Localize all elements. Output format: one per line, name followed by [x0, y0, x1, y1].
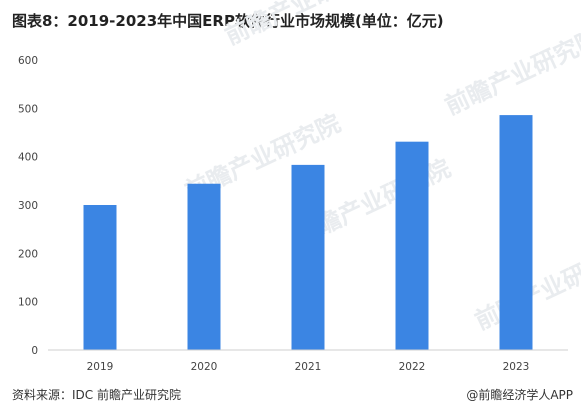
bar-2019: [83, 205, 117, 350]
y-tick-label: 0: [31, 345, 38, 357]
bar-2020: [187, 183, 221, 350]
watermark-text: 前瞻产业研究院: [221, 0, 385, 50]
y-tick-label: 300: [18, 200, 38, 212]
x-tick-label: 2020: [191, 361, 218, 373]
x-tick-label: 2021: [295, 361, 322, 373]
y-tick-label: 400: [18, 152, 38, 164]
bar-2022: [395, 141, 429, 350]
x-tick-label: 2019: [87, 361, 114, 373]
watermark-text: 前瞻产业研究院: [441, 24, 581, 120]
bar-2023: [499, 115, 533, 350]
y-tick-label: 600: [18, 55, 38, 67]
x-tick-label: 2023: [503, 361, 530, 373]
credit-note: @前瞻经济学人APP: [466, 388, 573, 402]
y-tick-label: 200: [18, 248, 38, 260]
y-axis: 0 100 200 300 400 500 600: [18, 55, 38, 357]
y-tick-label: 500: [18, 103, 38, 115]
chart-title: 图表8：2019-2023年中国ERP软件行业市场规模(单位：亿元): [12, 12, 444, 30]
bar-2021: [291, 164, 325, 350]
x-tick-label: 2022: [399, 361, 426, 373]
bars: [83, 115, 533, 350]
x-axis: 2019 2020 2021 2022 2023: [48, 349, 568, 373]
source-note: 资料来源：IDC 前瞻产业研究院: [12, 388, 181, 402]
y-tick-label: 100: [18, 297, 38, 309]
